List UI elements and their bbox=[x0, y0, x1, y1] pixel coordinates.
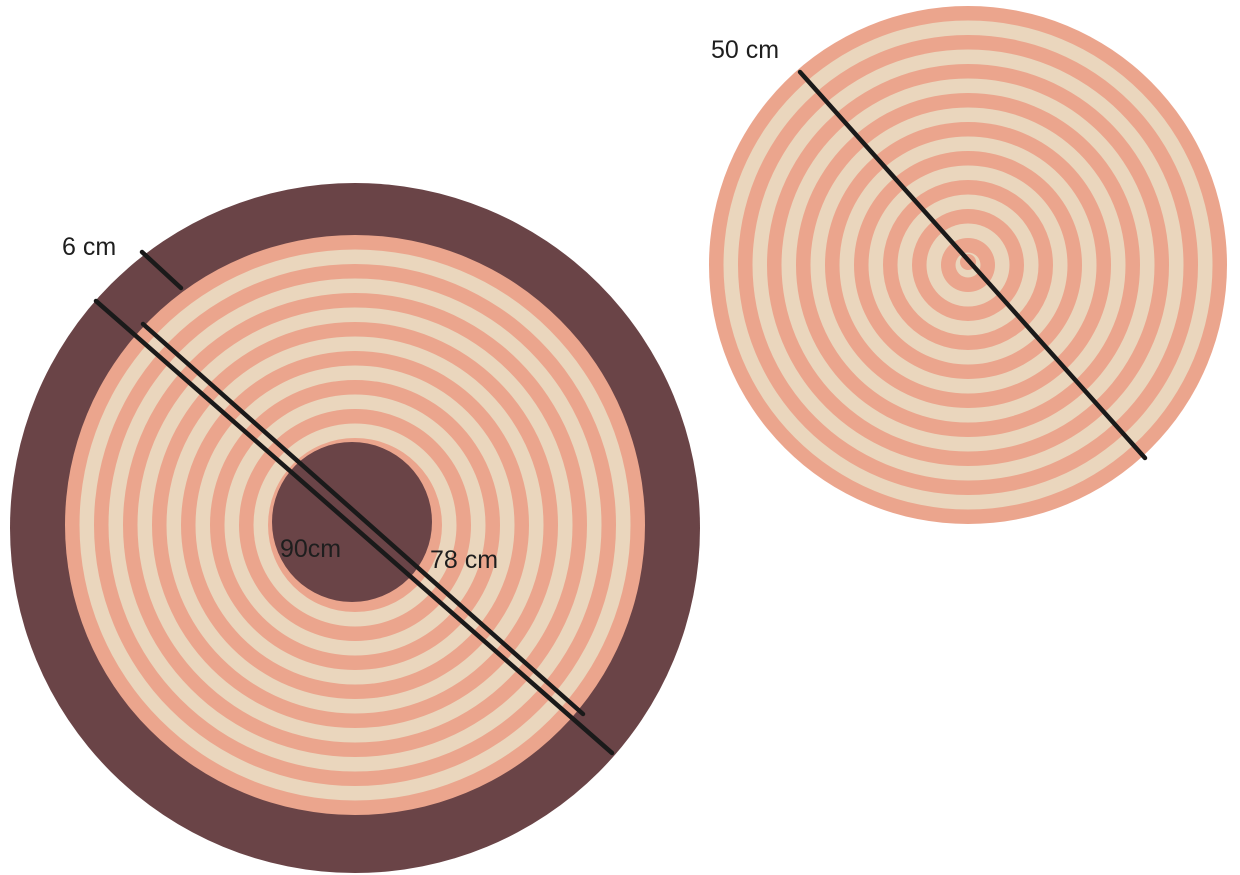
large-rug-center bbox=[272, 442, 432, 602]
band-width-label: 6 cm bbox=[62, 233, 116, 261]
small-diameter-label: 50 cm bbox=[711, 36, 779, 64]
measure-lines bbox=[93, 69, 1148, 756]
inner-diameter-line bbox=[140, 321, 586, 717]
small-rug-stripes bbox=[709, 6, 1227, 524]
inner-diameter-label: 78 cm bbox=[430, 546, 498, 574]
outer-diameter-line bbox=[93, 298, 615, 756]
band-width-line bbox=[139, 249, 184, 291]
small-diameter-line bbox=[797, 69, 1148, 461]
small-rug bbox=[709, 6, 1227, 524]
outer-diameter-label: 90cm bbox=[280, 535, 341, 563]
